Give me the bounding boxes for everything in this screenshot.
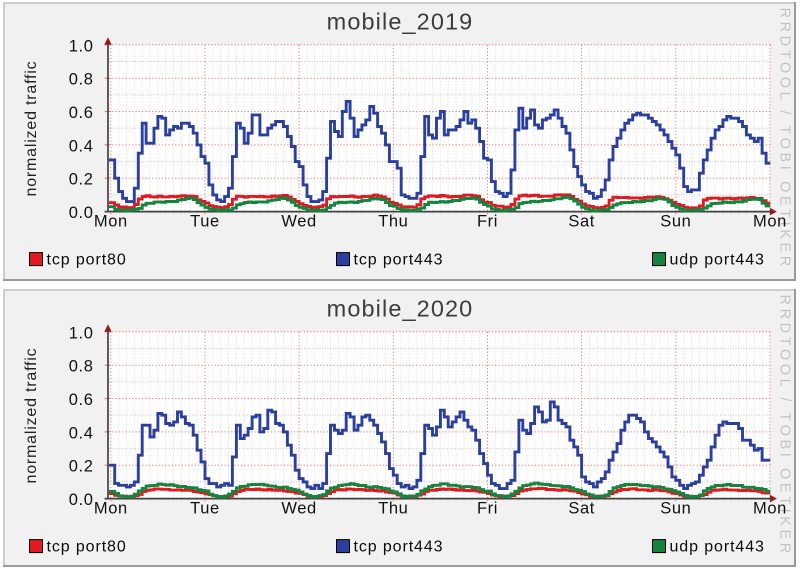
- svg-text:0.2: 0.2: [69, 458, 94, 476]
- svg-text:Thu: Thu: [378, 213, 408, 231]
- svg-text:udp port443: udp port443: [670, 252, 765, 269]
- svg-text:Sat: Sat: [568, 213, 595, 231]
- svg-text:0.0: 0.0: [69, 491, 94, 509]
- svg-text:RRDTOOL / TOBI OETIKER: RRDTOOL / TOBI OETIKER: [777, 8, 793, 270]
- svg-text:mobile_2019: mobile_2019: [327, 8, 474, 34]
- svg-text:0.0: 0.0: [69, 204, 94, 222]
- svg-text:tcp port443: tcp port443: [354, 539, 444, 556]
- svg-text:0.4: 0.4: [69, 424, 94, 442]
- svg-text:Thu: Thu: [378, 500, 408, 518]
- svg-text:1.0: 1.0: [69, 37, 94, 55]
- svg-text:Sun: Sun: [660, 213, 691, 231]
- svg-text:Wed: Wed: [281, 500, 316, 518]
- svg-text:Wed: Wed: [281, 213, 316, 231]
- svg-text:1.0: 1.0: [69, 324, 94, 342]
- svg-text:tcp port443: tcp port443: [354, 252, 444, 269]
- svg-text:tcp port80: tcp port80: [47, 252, 127, 269]
- svg-text:0.8: 0.8: [69, 358, 94, 376]
- svg-text:normalized traffic: normalized traffic: [23, 348, 40, 484]
- svg-text:Tue: Tue: [190, 500, 220, 518]
- svg-text:mobile_2020: mobile_2020: [327, 295, 474, 321]
- svg-text:Mon: Mon: [753, 213, 787, 231]
- svg-text:0.4: 0.4: [69, 137, 94, 155]
- svg-text:udp port443: udp port443: [670, 539, 765, 556]
- svg-text:Tue: Tue: [190, 213, 220, 231]
- svg-text:Mon: Mon: [94, 213, 128, 231]
- svg-text:Sat: Sat: [568, 500, 595, 518]
- svg-text:Mon: Mon: [753, 500, 787, 518]
- svg-text:Fri: Fri: [477, 213, 498, 231]
- svg-text:Fri: Fri: [477, 500, 498, 518]
- svg-text:0.6: 0.6: [69, 391, 94, 409]
- svg-text:normalized traffic: normalized traffic: [23, 61, 40, 197]
- svg-text:0.2: 0.2: [69, 171, 94, 189]
- svg-text:tcp port80: tcp port80: [47, 539, 127, 556]
- svg-text:0.6: 0.6: [69, 104, 94, 122]
- svg-text:Sun: Sun: [660, 500, 691, 518]
- svg-text:RRDTOOL / TOBI OETIKER: RRDTOOL / TOBI OETIKER: [777, 295, 793, 557]
- svg-text:0.8: 0.8: [69, 71, 94, 89]
- svg-text:Mon: Mon: [94, 500, 128, 518]
